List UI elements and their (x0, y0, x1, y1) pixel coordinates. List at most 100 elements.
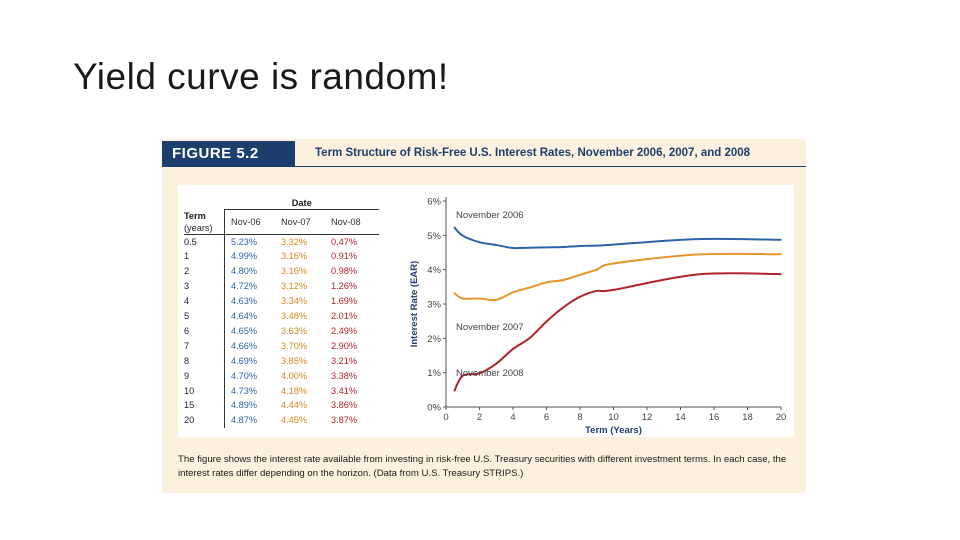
rate-cell-nov08: 1.69% (331, 296, 358, 307)
rate-cell-nov08: 3.38% (331, 370, 358, 381)
rate-cell-nov08: 3.41% (331, 385, 358, 396)
term-cell: 3 (184, 279, 225, 295)
rate-cell-nov06: 4.72% (231, 281, 258, 292)
data-point (579, 274, 581, 276)
y-tick-label: 6% (427, 197, 441, 208)
figure-content: Date Term (years) Nov-06 Nov-07 Nov-08 0… (178, 185, 794, 437)
rate-cell-nov08: 1.26% (331, 281, 358, 292)
figure-label: FIGURE 5.2 (162, 141, 295, 167)
y-tick-label: 1% (427, 368, 441, 379)
rate-cell-nov07: 4.45% (281, 415, 308, 426)
slide-title: Yield curve is random! (73, 56, 449, 97)
x-tick-label: 0 (443, 412, 448, 423)
data-point (528, 286, 531, 289)
data-point (696, 238, 699, 240)
data-point (545, 281, 548, 284)
x-tick-label: 10 (608, 412, 619, 423)
figure-caption: The figure shows the interest rate avail… (178, 454, 787, 479)
data-point (595, 290, 598, 292)
y-tick-label: 2% (427, 334, 441, 345)
x-tick-label: 18 (742, 412, 753, 423)
x-tick-label: 14 (675, 412, 686, 423)
y-axis-label: Interest Rate (EAR) (409, 261, 420, 348)
data-point (780, 273, 782, 275)
data-point (512, 348, 514, 350)
term-sub-label: (years) (184, 222, 213, 233)
term-cell: 5 (184, 309, 225, 324)
data-point (579, 295, 581, 298)
rate-cell-nov06: 4.69% (231, 355, 258, 366)
rate-cell-nov08: 0.98% (331, 266, 358, 277)
data-point (495, 299, 498, 301)
table-row: 5 4.64% 3.48% 2.01% (184, 309, 379, 324)
data-point (545, 320, 548, 323)
rate-cell-nov07: 3.70% (281, 340, 308, 351)
figure-header-rule (295, 166, 806, 167)
term-cell: 8 (184, 353, 225, 369)
data-point (612, 243, 615, 246)
x-tick-label: 16 (709, 412, 720, 423)
col-header-nov06: Nov-06 (224, 209, 281, 235)
table-row: 9 4.70% 4.00% 3.38% (184, 368, 379, 384)
data-point (461, 234, 464, 237)
term-cell: 6 (184, 323, 225, 339)
series-line-1 (453, 252, 782, 302)
data-point (579, 245, 581, 247)
data-point (562, 279, 565, 281)
data-point (461, 297, 464, 300)
rate-cell-nov07: 3.32% (281, 236, 308, 247)
rate-cell-nov08: 0.91% (331, 251, 358, 262)
rate-cell-nov08: 3.87% (331, 415, 358, 426)
table-row: 8 4.69% 3.85% 3.21% (184, 353, 379, 369)
table-row: 20 4.87% 4.45% 3.87% (184, 413, 379, 429)
data-point (512, 247, 514, 249)
term-cell: 9 (184, 368, 225, 384)
y-tick-label: 3% (427, 300, 441, 311)
rate-cell-nov06: 4.80% (231, 266, 258, 277)
rate-cell-nov06: 4.65% (231, 325, 258, 336)
figure-panel: FIGURE 5.2 Term Structure of Risk-Free U… (162, 139, 806, 493)
data-point (495, 362, 498, 365)
data-point (595, 268, 598, 271)
term-cell: 1 (184, 249, 225, 265)
rate-cell-nov07: 3.85% (281, 355, 308, 366)
rate-cell-nov07: 3.16% (281, 251, 308, 262)
rate-cell-nov07: 3.12% (281, 281, 308, 292)
table-row: 2 4.80% 3.16% 0.98% (184, 264, 379, 280)
table-row: 3 4.72% 3.12% 1.26% (184, 279, 379, 295)
rates-table: Date Term (years) Nov-06 Nov-07 Nov-08 0… (184, 197, 379, 429)
rate-cell-nov07: 4.00% (281, 370, 308, 381)
y-tick-label: 4% (427, 265, 441, 276)
data-point (696, 253, 699, 256)
rate-cell-nov06: 4.87% (231, 415, 258, 426)
table-row: 15 4.89% 4.44% 3.86% (184, 398, 379, 414)
x-tick-label: 2 (477, 412, 482, 423)
rate-cell-nov07: 3.48% (281, 311, 308, 322)
rate-cell-nov08: 3.21% (331, 355, 358, 366)
data-point (780, 238, 782, 241)
date-header: Date (224, 197, 379, 210)
y-tick-label: 5% (427, 231, 441, 242)
data-point (461, 374, 464, 377)
term-cell: 2 (184, 264, 225, 280)
x-axis-label: Term (Years) (585, 425, 642, 436)
data-point (453, 292, 456, 294)
rate-cell-nov07: 4.18% (281, 385, 308, 396)
data-point (478, 372, 481, 375)
yield-curve-chart: 0% 1% 2% 3% 4% 5% 6% 0 2 4 6 8 10 12 14 16 18 20 Term (Yea… (409, 197, 786, 437)
rate-cell-nov07: 4.44% (281, 400, 308, 411)
rate-cell-nov06: 4.89% (231, 400, 258, 411)
term-cell: 0.5 (184, 234, 225, 250)
data-point (453, 390, 456, 392)
term-label: Term (184, 210, 206, 221)
data-point (780, 253, 782, 256)
x-tick-label: 12 (642, 412, 653, 423)
col-header-nov08: Nov-08 (331, 209, 379, 235)
rate-cell-nov08: 2.01% (331, 311, 358, 322)
data-point (528, 337, 531, 339)
rate-cell-nov08: 3.86% (331, 400, 358, 411)
rate-cell-nov06: 4.64% (231, 311, 258, 322)
rate-cell-nov08: 2.49% (331, 325, 358, 336)
data-point (478, 241, 481, 243)
rate-cell-nov07: 3.16% (281, 266, 308, 277)
